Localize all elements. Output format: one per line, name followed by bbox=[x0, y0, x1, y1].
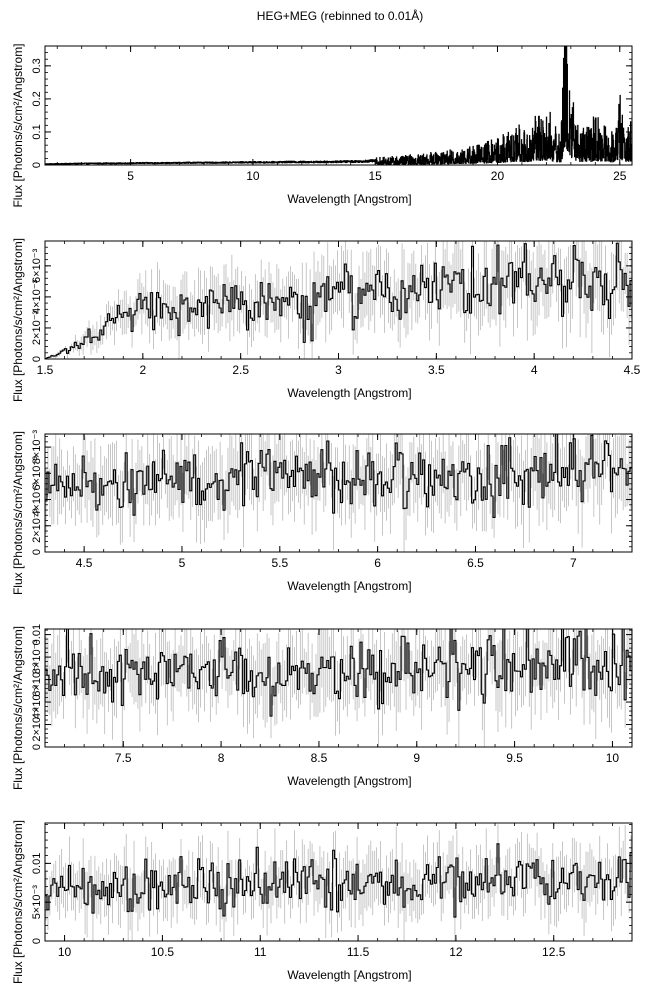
x-tick-label: 6 bbox=[374, 556, 381, 570]
spectrum-line bbox=[45, 629, 632, 717]
x-tick-label: 1.5 bbox=[37, 363, 54, 377]
x-tick-label: 10.5 bbox=[151, 945, 175, 959]
spectrum-plot-area bbox=[45, 241, 632, 359]
x-tick-label: 4 bbox=[531, 363, 538, 377]
x-tick-label: 4.5 bbox=[76, 556, 93, 570]
x-tick-label: 9.5 bbox=[506, 751, 523, 765]
spectrum-plot-area bbox=[45, 629, 632, 747]
x-tick-label: 20 bbox=[491, 169, 505, 183]
y-axis-label: Flux [Photons/s/cm²/Angstrom] bbox=[11, 238, 25, 402]
x-tick-label: 11.5 bbox=[347, 945, 370, 959]
spectrum-plot-area bbox=[45, 824, 632, 941]
x-tick-label: 3.5 bbox=[428, 363, 445, 377]
y-tick-label: 0.2 bbox=[31, 91, 43, 106]
x-tick-label: 5 bbox=[179, 556, 186, 570]
spectrum-line bbox=[45, 46, 632, 165]
x-axis-label: Wavelength [Angstrom] bbox=[287, 192, 411, 206]
y-axis-label: Flux [Photons/s/cm²/Angstrom] bbox=[11, 626, 25, 790]
y-axis-label: Flux [Photons/s/cm²/Angstrom] bbox=[11, 431, 25, 595]
spectrum-line bbox=[45, 434, 632, 518]
x-tick-label: 25 bbox=[613, 169, 627, 183]
y-tick-label: 0 bbox=[31, 938, 43, 944]
spectrum-plot-area bbox=[45, 46, 632, 165]
x-tick-label: 7 bbox=[570, 556, 577, 570]
x-axis-label: Wavelength [Angstrom] bbox=[287, 579, 411, 593]
error-bars bbox=[45, 434, 632, 552]
x-tick-label: 12 bbox=[449, 945, 463, 959]
x-tick-label: 15 bbox=[369, 169, 383, 183]
y-tick-label: 0.3 bbox=[31, 58, 43, 73]
x-axis-label: Wavelength [Angstrom] bbox=[287, 774, 411, 788]
y-tick-label: 8×10⁻³ bbox=[31, 430, 43, 465]
chart-panel-1: 5 10 15 20 25 0 0.1 0.2 0.3 Wavelength [Angstrom]… bbox=[11, 43, 633, 208]
x-axis-label: Wavelength [Angstrom] bbox=[287, 386, 411, 400]
y-tick-label: 4×10⁻³ bbox=[31, 279, 43, 314]
x-tick-label: 11 bbox=[254, 945, 267, 959]
x-tick-label: 9 bbox=[413, 751, 420, 765]
x-tick-label: 5 bbox=[127, 169, 134, 183]
chart-panel-5: 10 10.5 11 11.5 12 12.5 0 5×10⁻³ 0.01 Wavelength … bbox=[11, 820, 633, 984]
page-title: HEG+MEG (rebinned to 0.01Å) bbox=[256, 9, 424, 23]
x-tick-label: 8.5 bbox=[311, 751, 328, 765]
plot-frame bbox=[44, 240, 633, 360]
chart-panel-2: 1.5 2 2.5 3 3.5 4 4.5 0 2×10⁻³4×10⁻³6×10⁻³ Wavele… bbox=[11, 238, 641, 402]
y-tick-label: 6×10⁻³ bbox=[31, 662, 43, 697]
y-tick-label: 0 bbox=[31, 162, 43, 168]
chart-panel-3: 4.5 5 5.5 6 6.5 7 0 2×10⁻³4×10⁻³6×10⁻³8×10⁻³ Wav… bbox=[11, 430, 633, 595]
error-bars bbox=[45, 824, 632, 941]
y-tick-label: 2×10⁻³ bbox=[31, 707, 43, 742]
x-tick-label: 12.5 bbox=[542, 945, 566, 959]
y-tick-label: 5×10⁻³ bbox=[31, 885, 43, 920]
y-tick-label: 0.01 bbox=[31, 624, 43, 645]
x-tick-label: 10 bbox=[606, 751, 620, 765]
spectrum-line bbox=[45, 843, 632, 918]
y-tick-label: 4×10⁻³ bbox=[31, 482, 43, 517]
x-axis-label: Wavelength [Angstrom] bbox=[287, 968, 411, 982]
spectrum-line bbox=[45, 242, 632, 359]
y-axis-label: Flux [Photons/s/cm²/Angstrom] bbox=[11, 820, 25, 984]
x-tick-label: 6.5 bbox=[467, 556, 484, 570]
y-tick-label: 2×10⁻³ bbox=[31, 508, 43, 543]
spectrum-plot-area bbox=[45, 434, 632, 552]
y-tick-label: 8×10⁻³ bbox=[31, 640, 43, 675]
x-tick-label: 5.5 bbox=[271, 556, 288, 570]
x-tick-label: 10 bbox=[246, 169, 260, 183]
y-tick-label: 6×10⁻³ bbox=[31, 248, 43, 283]
x-tick-label: 4.5 bbox=[624, 363, 641, 377]
y-tick-label: 0 bbox=[31, 744, 43, 750]
x-tick-label: 7.5 bbox=[115, 751, 132, 765]
error-bars bbox=[45, 241, 632, 359]
y-tick-label: 2×10⁻³ bbox=[31, 310, 43, 345]
y-tick-label: 4×10⁻³ bbox=[31, 685, 43, 720]
y-tick-label: 0.01 bbox=[31, 853, 43, 874]
y-tick-label: 0.1 bbox=[31, 124, 43, 139]
x-tick-label: 2.5 bbox=[232, 363, 249, 377]
y-tick-label: 0 bbox=[31, 356, 43, 362]
y-tick-label: 6×10⁻³ bbox=[31, 456, 43, 491]
x-tick-label: 8 bbox=[218, 751, 225, 765]
x-tick-label: 10 bbox=[58, 945, 72, 959]
chart-panel-4: 7.5 8 8.5 9 9.5 10 0 2×10⁻³4×10⁻³6×10⁻³8×10⁻³0.… bbox=[11, 624, 633, 790]
x-tick-label: 2 bbox=[139, 363, 146, 377]
y-tick-label: 0 bbox=[31, 549, 43, 555]
y-axis-label: Flux [Photons/s/cm²/Angstrom] bbox=[11, 43, 25, 207]
plot-frame bbox=[44, 628, 633, 748]
error-bars bbox=[45, 629, 632, 747]
x-tick-label: 3 bbox=[335, 363, 342, 377]
